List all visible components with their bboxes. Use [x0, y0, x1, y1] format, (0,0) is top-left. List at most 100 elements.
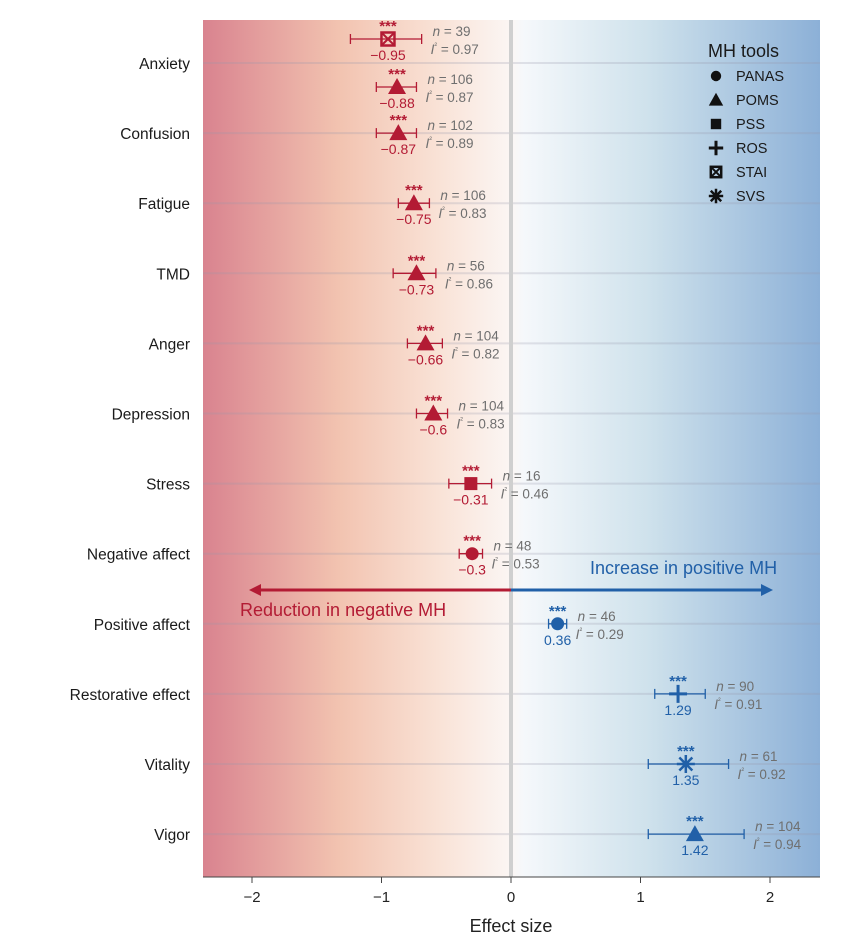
i2-label: I² = 0.29 [576, 626, 624, 642]
significance-stars: *** [463, 533, 481, 550]
category-label: Depression [112, 407, 190, 424]
n-label: n = 102 [427, 118, 472, 133]
significance-stars: *** [677, 743, 695, 760]
legend-title: MH tools [708, 41, 779, 61]
n-label: n = 61 [740, 749, 778, 764]
legend-item-label: SVS [736, 189, 765, 205]
effect-value-label: −0.87 [381, 141, 417, 157]
n-label: n = 56 [447, 258, 485, 273]
x-tick-label: 1 [636, 889, 644, 906]
legend-item-stai: STAI [709, 165, 767, 181]
legend: MH tools PANAS POMS PSS ROS STAI SVS [708, 41, 784, 205]
significance-stars: *** [669, 673, 687, 690]
effect-value-label: −0.3 [458, 562, 486, 578]
category-label: Anger [149, 336, 190, 353]
legend-item-svs: SVS [708, 188, 765, 205]
significance-stars: *** [379, 18, 397, 35]
i2-label: I² = 0.97 [431, 41, 479, 57]
legend-item-label: PANAS [736, 69, 784, 85]
x-tick-label: 0 [507, 889, 515, 906]
legend-item-label: POMS [736, 93, 779, 109]
i2-label: I² = 0.83 [438, 205, 486, 221]
triangle-marker-icon [424, 404, 443, 421]
n-label: n = 90 [716, 679, 754, 694]
circle-marker-icon [710, 70, 722, 82]
estimate-anger-poms: *** −0.66 n = 104 I² = 0.82 [406, 322, 499, 367]
estimate-confusion-poms: *** −0.87 n = 102 I² = 0.89 [375, 112, 474, 157]
crossed-square-marker-icon [380, 31, 396, 47]
effect-value-label: −0.73 [399, 281, 435, 297]
x-tick-label: 2 [766, 889, 774, 906]
triangle-marker-icon [685, 825, 704, 842]
n-label: n = 46 [578, 609, 616, 624]
effect-value-label: −0.31 [453, 492, 489, 508]
n-label: n = 16 [503, 469, 541, 484]
significance-stars: *** [390, 112, 408, 129]
estimate-vigor-poms: *** 1.42 n = 104 I² = 0.94 [647, 813, 802, 858]
category-label: TMD [156, 266, 190, 283]
category-label: Fatigue [138, 196, 190, 213]
estimate-anxiety-poms: *** −0.88 n = 106 I² = 0.87 [375, 66, 474, 111]
estimate-anxiety-stai: *** −0.95 n = 39 I² = 0.97 [349, 18, 479, 63]
circle-marker-icon [551, 617, 565, 631]
category-label: Restorative effect [70, 687, 191, 704]
estimate-depression-poms: *** −0.6 n = 104 I² = 0.83 [415, 393, 505, 438]
i2-label: I² = 0.92 [738, 766, 786, 782]
arrowhead-right-icon [761, 584, 773, 596]
legend-item-label: PSS [736, 117, 765, 133]
x-tick-label: −2 [243, 889, 260, 906]
plus-marker-icon [708, 140, 724, 156]
category-label: Stress [146, 477, 190, 494]
legend-item-pss: PSS [710, 117, 765, 133]
effect-value-label: −0.95 [370, 47, 406, 63]
significance-stars: *** [549, 603, 567, 620]
plus-marker-icon [669, 684, 688, 703]
significance-stars: *** [417, 322, 435, 339]
significance-stars: *** [462, 463, 480, 480]
n-label: n = 104 [459, 399, 505, 414]
n-label: n = 48 [494, 539, 532, 554]
negative-annotation: Reduction in negative MH [240, 600, 446, 620]
i2-label: I² = 0.91 [714, 696, 762, 712]
significance-stars: *** [388, 66, 406, 83]
i2-label: I² = 0.82 [451, 345, 499, 361]
estimate-positive-affect-panas: *** 0.36 n = 46 I² = 0.29 [544, 603, 624, 648]
category-label: Confusion [120, 126, 190, 143]
estimate-stress-pss: *** −0.31 n = 16 I² = 0.46 [448, 463, 549, 508]
estimate-vitality-svs: *** 1.35 n = 61 I² = 0.92 [647, 743, 786, 788]
n-label: n = 106 [440, 188, 485, 203]
significance-stars: *** [686, 813, 704, 830]
triangle-marker-icon [404, 194, 423, 211]
effect-value-label: −0.6 [419, 422, 447, 438]
estimate-restorative-effect-ros: *** 1.29 n = 90 I² = 0.91 [654, 673, 762, 718]
square-marker-icon [464, 477, 478, 491]
n-label: n = 106 [427, 72, 472, 87]
i2-label: I² = 0.89 [425, 135, 473, 151]
significance-stars: *** [425, 393, 443, 410]
i2-label: I² = 0.83 [457, 416, 505, 432]
legend-item-label: STAI [736, 165, 767, 181]
effect-value-label: −0.66 [408, 351, 444, 367]
category-label: Vitality [145, 757, 191, 774]
circle-marker-icon [465, 547, 479, 561]
significance-stars: *** [408, 252, 426, 269]
i2-label: I² = 0.94 [753, 836, 802, 852]
i2-label: I² = 0.53 [492, 556, 540, 572]
legend-item-label: ROS [736, 141, 767, 157]
x-axis-label: Effect size [470, 916, 553, 936]
i2-label: I² = 0.87 [425, 89, 473, 105]
estimate-tmd-poms: *** −0.73 n = 56 I² = 0.86 [392, 252, 493, 297]
triangle-marker-icon [389, 124, 408, 141]
category-label: Vigor [154, 827, 190, 844]
n-label: n = 39 [433, 24, 471, 39]
triangle-marker-icon [388, 78, 407, 94]
effect-value-label: −0.88 [379, 95, 415, 111]
estimate-negative-affect-panas: *** −0.3 n = 48 I² = 0.53 [458, 533, 539, 578]
arrowhead-left-icon [249, 584, 261, 596]
category-label: Negative affect [87, 547, 191, 564]
legend-item-poms: POMS [708, 92, 779, 109]
effect-value-label: 1.35 [672, 772, 699, 788]
triangle-marker-icon [708, 92, 724, 106]
x-tick-label: −1 [373, 889, 390, 906]
